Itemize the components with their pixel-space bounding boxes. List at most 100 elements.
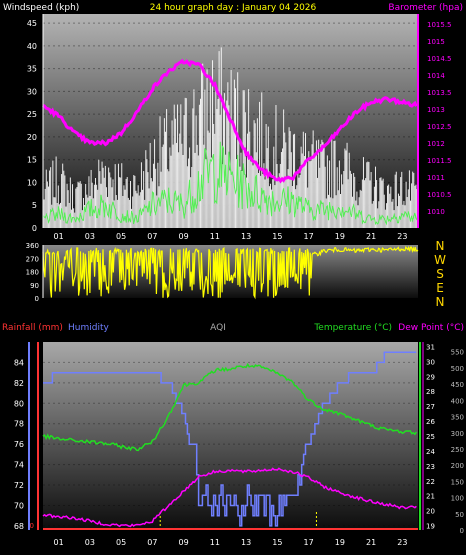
climate-x-tick-label: 17	[304, 538, 314, 547]
climate-x-tick-label: 09	[179, 538, 189, 547]
compass-n-bottom: N	[436, 295, 445, 309]
temperature-y-tick-label: 29	[426, 373, 435, 381]
temperature-line	[42, 362, 418, 452]
temperature-y-tick-label: 26	[426, 418, 435, 426]
temperature-y-tick-label: 30	[426, 358, 435, 366]
wind-x-tick-label: 15	[272, 232, 282, 241]
aqi-y-tick-label: 200	[451, 462, 464, 470]
temperature-y-tick-label: 25	[426, 433, 435, 441]
barometer-y-tick-label: 1014.5	[427, 55, 452, 63]
aqi-y-tick-label: 150	[451, 478, 464, 486]
temperature-y-tick-label: 31	[426, 343, 435, 351]
wind-x-tick-label: 05	[116, 232, 126, 241]
wind-y-tick-label: 0	[32, 224, 37, 233]
climate-x-tick-label: 05	[116, 538, 126, 547]
wind-y-tick-label: 15	[27, 156, 37, 165]
wind-x-tick-label: 09	[179, 232, 189, 241]
humidity-y-tick-label: 72	[14, 481, 24, 490]
direction-y-tick-label: 270	[26, 255, 39, 263]
climate-x-tick-label: 15	[272, 538, 282, 547]
direction-y-tick-label: 0	[35, 295, 39, 303]
wind-direction-line	[42, 245, 419, 300]
graph-title: 24 hour graph day : January 04 2026	[150, 3, 317, 13]
climate-x-tick-label: 07	[147, 538, 157, 547]
rain-y-tick-label: 0	[30, 522, 34, 530]
wind-y-tick-label: 5	[32, 201, 37, 210]
barometer-axis-title: Barometer (hpa)	[388, 3, 463, 13]
wind-y-tick-label: 10	[27, 178, 37, 187]
wind-x-tick-label: 07	[147, 232, 157, 241]
humidity-legend: Humidity	[68, 323, 109, 333]
temperature-y-tick-label: 24	[426, 448, 435, 456]
climate-x-tick-label: 21	[366, 538, 376, 547]
humidity-y-tick-label: 68	[14, 522, 24, 531]
aqi-y-tick-label: 400	[451, 397, 464, 405]
temperature-y-tick-label: 27	[426, 403, 435, 411]
climate-x-tick-label: 23	[397, 538, 407, 547]
temperature-legend: Temperature (°C)	[313, 323, 392, 333]
aqi-y-tick-label: 550	[451, 349, 464, 357]
barometer-y-tick-label: 1011	[427, 174, 445, 182]
wind-x-tick-label: 11	[210, 232, 220, 241]
temperature-y-tick-label: 28	[426, 388, 435, 396]
temperature-y-tick-label: 21	[426, 493, 435, 501]
wind-x-tick-label: 03	[85, 232, 95, 241]
wind-y-tick-label: 45	[27, 19, 37, 28]
wind-x-tick-label: 13	[241, 232, 251, 241]
barometer-y-tick-label: 1011.5	[427, 157, 452, 165]
barometer-y-tick-label: 1012.5	[427, 123, 452, 131]
wind-y-tick-label: 20	[27, 133, 37, 142]
compass-s: S	[436, 267, 444, 281]
temperature-y-tick-label: 19	[426, 523, 435, 531]
humidity-y-tick-label: 82	[14, 379, 24, 388]
compass-w: W	[434, 253, 446, 267]
rainfall-legend: Rainfall (mm)	[2, 323, 63, 333]
wind-y-tick-label: 35	[27, 65, 37, 74]
aqi-legend: AQI	[210, 323, 226, 333]
wind-x-tick-label: 17	[304, 232, 314, 241]
wind-x-tick-label: 01	[54, 232, 64, 241]
temperature-y-tick-label: 22	[426, 478, 435, 486]
climate-x-tick-label: 01	[54, 538, 64, 547]
humidity-y-tick-label: 70	[14, 501, 24, 510]
barometer-line	[42, 58, 418, 184]
direction-y-tick-label: 90	[30, 282, 39, 290]
aqi-y-tick-label: 350	[451, 414, 464, 422]
wind-y-tick-label: 25	[27, 110, 37, 119]
barometer-y-tick-label: 1010	[427, 208, 445, 216]
compass-e: E	[436, 281, 444, 295]
aqi-y-tick-label: 100	[451, 495, 464, 503]
direction-y-tick-label: 180	[26, 269, 39, 277]
aqi-y-tick-label: 500	[451, 365, 464, 373]
barometer-y-tick-label: 1015	[427, 38, 445, 46]
humidity-y-tick-label: 74	[14, 461, 24, 470]
dewpoint-line	[42, 467, 417, 528]
barometer-y-tick-label: 1010.5	[427, 191, 452, 199]
aqi-y-tick-label: 50	[455, 511, 464, 519]
aqi-y-tick-label: 250	[451, 446, 464, 454]
barometer-y-tick-label: 1015.5	[427, 21, 452, 29]
barometer-y-tick-label: 1012	[427, 140, 445, 148]
barometer-y-tick-label: 1013	[427, 106, 445, 114]
wind-y-tick-label: 30	[27, 87, 37, 96]
temperature-y-tick-label: 23	[426, 463, 435, 471]
wind-x-tick-label: 21	[366, 232, 376, 241]
humidity-y-tick-label: 78	[14, 420, 24, 429]
humidity-y-tick-label: 80	[14, 399, 24, 408]
aqi-y-tick-label: 450	[451, 381, 464, 389]
wind-x-tick-label: 23	[397, 232, 407, 241]
direction-y-tick-label: 360	[26, 242, 39, 250]
humidity-line	[43, 351, 417, 527]
climate-x-tick-label: 19	[335, 538, 345, 547]
aqi-y-tick-label: 300	[451, 430, 464, 438]
dewpoint-legend: Dew Point (°C)	[398, 323, 464, 333]
avg-wind-line	[42, 141, 418, 226]
climate-x-tick-label: 03	[85, 538, 95, 547]
wind-y-tick-label: 40	[27, 42, 37, 51]
barometer-y-tick-label: 1013.5	[427, 89, 452, 97]
climate-x-tick-label: 11	[210, 538, 220, 547]
aqi-y-tick-label: 0	[460, 527, 464, 535]
humidity-y-tick-label: 76	[14, 440, 24, 449]
barometer-y-tick-label: 1014	[427, 72, 445, 80]
